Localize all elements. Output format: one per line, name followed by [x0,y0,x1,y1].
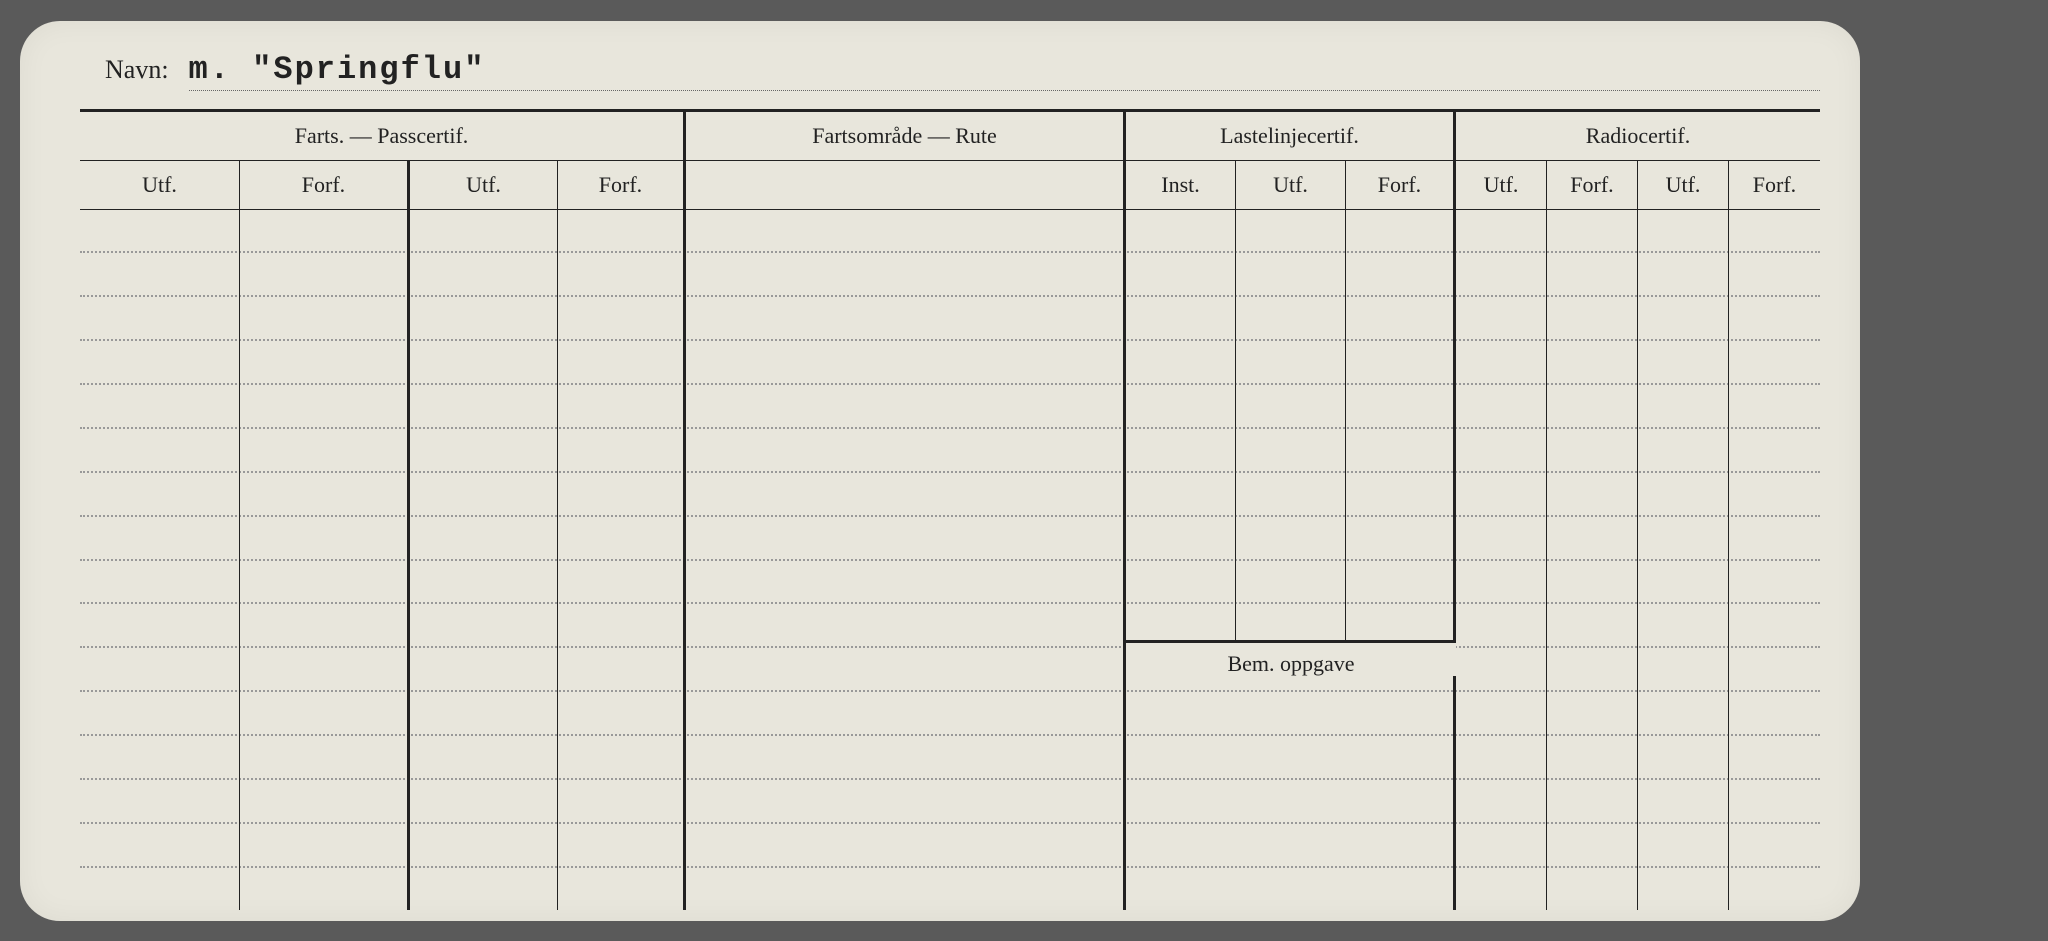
header-row-sections: Farts. — Passcertif. Fartsområde — Rute … [80,112,1820,161]
section-rute-header: Fartsområde — Rute [686,112,1126,160]
grid-body: Bem. oppgave [80,210,1820,910]
laste-v2 [1236,210,1346,640]
section-laste-header: Lastelinjecertif. [1126,112,1456,160]
col-farts-utf2: Utf. [410,161,558,209]
bem-oppgave-label: Bem. oppgave [1126,640,1456,676]
col-farts-utf1: Utf. [80,161,240,209]
col-farts-forf2: Forf. [558,161,686,209]
col-rute [686,161,1126,209]
col-radio-utf1: Utf. [1456,161,1547,209]
certificate-grid: Farts. — Passcertif. Fartsområde — Rute … [80,109,1820,910]
section-farts-header: Farts. — Passcertif. [80,112,686,160]
col-laste-utf: Utf. [1236,161,1346,209]
record-card: Navn: m. "Springflu" Farts. — Passcertif… [20,21,1860,921]
col-radio-forf1: Forf. [1547,161,1638,209]
col-radio-utf2: Utf. [1638,161,1729,209]
header-row-columns: Utf. Forf. Utf. Forf. Inst. Utf. Forf. U… [80,161,1820,210]
col-laste-inst: Inst. [1126,161,1236,209]
vertical-rules [80,210,1820,910]
col-radio-forf2: Forf. [1729,161,1820,209]
laste-v1 [1126,210,1236,640]
col-laste-forf: Forf. [1346,161,1456,209]
section-radio-header: Radiocertif. [1456,112,1820,160]
name-label: Navn: [105,55,169,85]
name-row: Navn: m. "Springflu" [80,51,1820,91]
col-farts-forf1: Forf. [240,161,410,209]
name-value: m. "Springflu" [189,51,1820,91]
